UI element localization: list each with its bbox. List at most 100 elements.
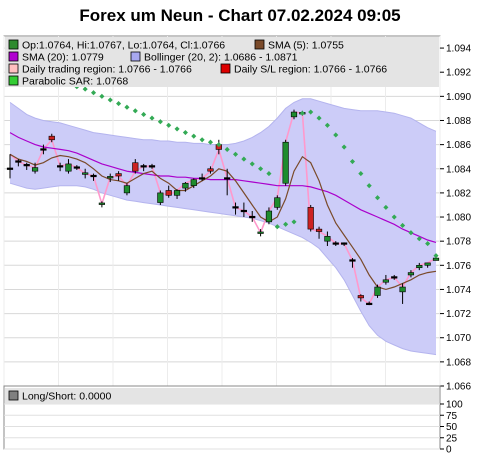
candle-body	[40, 148, 47, 151]
y-tick-label: 1.092	[446, 68, 471, 79]
candle-body	[349, 259, 356, 262]
candle-body	[31, 167, 39, 172]
sar-point	[291, 219, 297, 225]
y-tick-label: 1.086	[446, 140, 471, 151]
candle	[290, 109, 298, 120]
candle	[416, 262, 423, 271]
candle-body	[391, 276, 398, 279]
candle	[140, 163, 147, 172]
candle	[207, 166, 214, 174]
legend-swatch-sl-region	[220, 63, 231, 74]
candle	[407, 270, 415, 278]
y-tick-label: 1.094	[446, 44, 471, 55]
candle	[107, 173, 114, 183]
candle	[182, 182, 189, 192]
legend-background	[5, 37, 439, 87]
candle	[391, 274, 398, 280]
candle	[366, 301, 373, 306]
y-tick-label: 1.076	[446, 261, 471, 272]
candle	[6, 154, 14, 179]
candle	[374, 284, 381, 298]
legend-item-sma5: SMA (5): 1.0755	[254, 40, 344, 52]
candle-body	[332, 242, 339, 245]
legend-item-bollinger: Bollinger (20, 2): 1.0686 - 1.0871	[130, 51, 298, 64]
candle	[307, 204, 314, 232]
candle-body	[148, 165, 156, 168]
candle	[324, 231, 331, 246]
candle	[240, 202, 247, 218]
candle	[399, 283, 406, 304]
candle-body	[82, 172, 89, 175]
candle-body	[224, 177, 231, 180]
candle	[357, 294, 364, 302]
legend-swatch-bollinger	[130, 51, 141, 62]
indicator-lines	[9, 111, 437, 306]
legend-text-sma5: SMA (5): 1.0755	[268, 40, 344, 52]
candle	[282, 139, 289, 186]
sar-point	[82, 86, 88, 92]
y-tick-label: 1.072	[446, 309, 471, 320]
legend-item-daily-region: Daily trading region: 1.0766 - 1.0766	[8, 63, 192, 76]
candle	[132, 159, 139, 174]
sar-point	[349, 158, 356, 165]
candle-body	[57, 165, 64, 168]
candle	[98, 201, 105, 208]
candle	[40, 144, 47, 155]
y-tick-label: 1.082	[446, 188, 471, 199]
candle-body	[207, 168, 214, 172]
legend-text-sl-region: Daily S/L region: 1.0766 - 1.0766	[234, 64, 387, 76]
candle-body	[65, 163, 72, 172]
candle-body	[123, 185, 131, 194]
legend-swatch-sma20	[8, 51, 19, 62]
candle-body	[98, 202, 105, 205]
sma20-line	[9, 132, 437, 243]
candle-body	[290, 111, 298, 118]
candle	[257, 229, 264, 237]
candle-body	[432, 257, 440, 261]
candle-body	[190, 179, 197, 186]
y-tick-label: 1.088	[446, 116, 471, 127]
long-short-legend-background	[5, 388, 439, 404]
candle	[73, 165, 80, 170]
sar-point	[157, 119, 163, 125]
candle-body	[265, 210, 273, 223]
bollinger-upper-line	[9, 98, 437, 146]
y-tick-label: 1.084	[446, 164, 471, 175]
y-tick-label: 1.074	[446, 285, 471, 296]
candle-body	[73, 166, 80, 169]
candle-body	[257, 231, 264, 234]
candle-body	[173, 190, 181, 196]
candle	[157, 190, 164, 205]
legend-item-sar: Parabolic SAR: 1.0768	[8, 76, 128, 88]
y-tick-label: 1.090	[446, 92, 471, 103]
candle-body	[399, 286, 406, 293]
candle	[315, 226, 323, 239]
candle	[23, 162, 30, 170]
sar-point	[116, 101, 122, 107]
y-tick-label: 1.070	[446, 333, 471, 344]
chart-title: Forex um Neun - Chart 07.02.2024 09:05	[79, 6, 400, 25]
legend-item-ohlc: Op:1.0764, Hi:1.0767, Lo:1.0764, Cl:1.07…	[8, 40, 225, 52]
long-short-legend: Long/Short: 0.0000	[5, 388, 439, 404]
candle	[349, 258, 356, 268]
long-short-label: Long/Short: 0.0000	[22, 391, 111, 403]
candle-body	[182, 182, 189, 189]
candle-body	[374, 286, 381, 296]
legend-swatch-daily-region	[8, 63, 19, 74]
candle-body	[341, 242, 348, 245]
candle-body	[274, 197, 281, 208]
sma5-line	[9, 153, 437, 291]
candle	[332, 241, 339, 246]
sar-point	[408, 230, 414, 236]
candle	[232, 202, 239, 215]
bollinger-lower-line	[9, 182, 437, 356]
sar-point	[391, 214, 397, 220]
sar-point	[316, 115, 322, 121]
candle	[424, 262, 431, 268]
candle-body	[157, 192, 164, 203]
sar-point	[141, 111, 147, 117]
sar-point	[258, 166, 264, 172]
